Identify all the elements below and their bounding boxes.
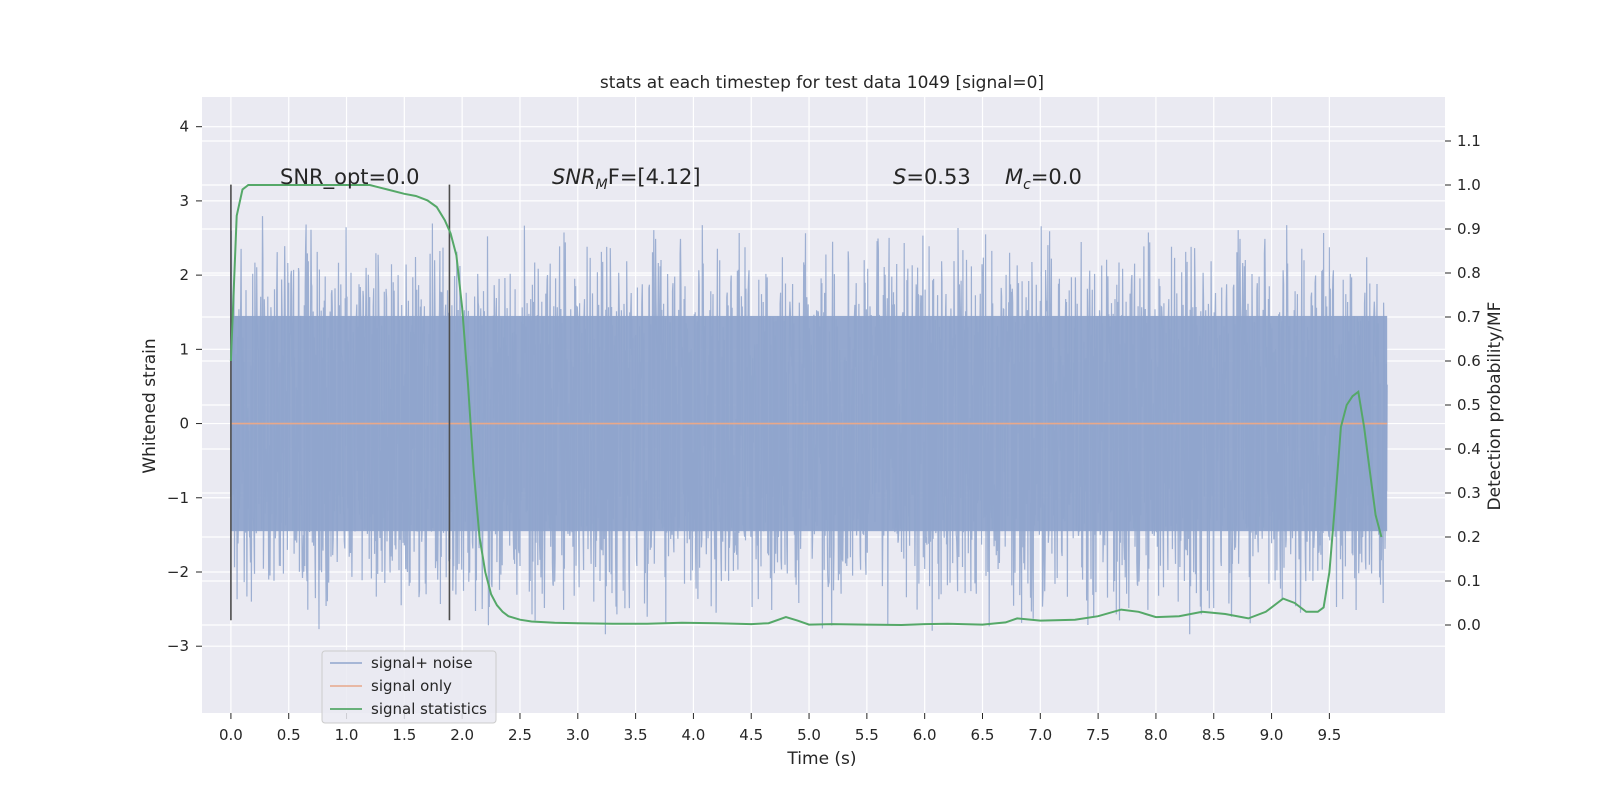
annotation-mc: Mc=0.0 — [1005, 165, 1082, 193]
x-tick-label: 2.0 — [450, 726, 474, 744]
x-tick-label: 4.5 — [739, 726, 763, 744]
y2-tick-label: 0.5 — [1457, 396, 1481, 414]
x-axis-ticks: 0.0 0.5 1.0 1.5 2.0 2.5 3.0 3.5 4.0 4.5 5.0 5.5 6.0 6… — [219, 713, 1341, 744]
x-tick-label: 6.5 — [971, 726, 995, 744]
x-tick-label: 5.5 — [855, 726, 879, 744]
y-axis-label: Whitened strain — [140, 338, 160, 473]
annotation-snr-opt: SNR_opt=0.0 — [280, 165, 420, 190]
y2-tick-label: 0.3 — [1457, 484, 1481, 502]
y2-tick-label: 0.6 — [1457, 352, 1481, 370]
x-tick-label: 2.5 — [508, 726, 532, 744]
y-tick-label: −1 — [167, 489, 189, 507]
x-tick-label: 1.0 — [335, 726, 359, 744]
signal-statistics-line — [229, 184, 1383, 627]
x-tick-label: 5.0 — [797, 726, 821, 744]
x-tick-label: 4.0 — [681, 726, 705, 744]
marker-lines — [230, 184, 451, 621]
annotation-snr-mf-value: F=[4.12] — [608, 165, 701, 189]
annotation-mc-value: =0.0 — [1031, 165, 1082, 189]
y-tick-label: 4 — [179, 118, 189, 136]
y2-axis-label: Detection probability/MF — [1485, 302, 1505, 511]
x-tick-label: 1.5 — [392, 726, 416, 744]
x-tick-label: 9.5 — [1317, 726, 1341, 744]
chart-title: stats at each timestep for test data 104… — [600, 73, 1044, 93]
legend: signal+ noise signal only signal statist… — [321, 650, 497, 724]
annotation-mc-label: M — [1005, 165, 1023, 189]
y2-tick-label: 0.8 — [1457, 264, 1481, 282]
y2-axis-ticks: 1.1 1.0 0.9 0.8 0.7 0.6 0.5 0.4 0.3 0.2 0.1 0.0 — [1445, 132, 1481, 634]
y-tick-label: 2 — [179, 266, 189, 284]
y2-tick-label: 0.1 — [1457, 572, 1481, 590]
y-tick-label: 3 — [179, 192, 189, 210]
legend-box — [321, 650, 497, 724]
legend-label-signal-noise: signal+ noise — [371, 654, 473, 672]
annotation-snr-mf-label: SNR — [552, 165, 596, 189]
y-tick-label: 0 — [179, 415, 189, 433]
y-tick-label: −3 — [167, 637, 189, 655]
y2-tick-label: 0.9 — [1457, 220, 1481, 238]
annotation-s: S=0.53 — [893, 165, 971, 189]
annotation-snr-mf-subscript: M — [596, 177, 608, 193]
y2-tick-label: 0.4 — [1457, 440, 1481, 458]
x-tick-label: 7.0 — [1028, 726, 1052, 744]
x-tick-label: 8.0 — [1144, 726, 1168, 744]
annotation-s-value: =0.53 — [906, 165, 970, 189]
x-axis-label: Time (s) — [786, 749, 856, 769]
y2-tick-label: 0.0 — [1457, 616, 1481, 634]
y-tick-label: 1 — [179, 340, 189, 358]
x-tick-label: 7.5 — [1086, 726, 1110, 744]
x-tick-label: 8.5 — [1202, 726, 1226, 744]
x-tick-label: 0.5 — [277, 726, 301, 744]
y2-tick-label: 1.0 — [1457, 176, 1481, 194]
y2-tick-label: 0.2 — [1457, 528, 1481, 546]
x-tick-label: 0.0 — [219, 726, 243, 744]
annotation-mc-subscript: c — [1023, 177, 1031, 193]
x-tick-label: 3.0 — [566, 726, 590, 744]
y2-tick-label: 1.1 — [1457, 132, 1481, 150]
y-tick-label: −2 — [167, 563, 189, 581]
x-tick-label: 3.5 — [624, 726, 648, 744]
x-tick-label: 6.0 — [913, 726, 937, 744]
legend-label-signal-statistics: signal statistics — [371, 700, 487, 718]
legend-label-signal-only: signal only — [371, 677, 452, 695]
y-axis-ticks: 4 3 2 1 0 −1 −2 −3 — [167, 118, 202, 655]
annotation-snr-mf: SNRMF=[4.12] — [552, 165, 701, 193]
y2-tick-label: 0.7 — [1457, 308, 1481, 326]
x-tick-label: 9.0 — [1260, 726, 1284, 744]
series-signal-statistics — [229, 184, 1383, 627]
annotation-s-label: S — [893, 165, 906, 189]
